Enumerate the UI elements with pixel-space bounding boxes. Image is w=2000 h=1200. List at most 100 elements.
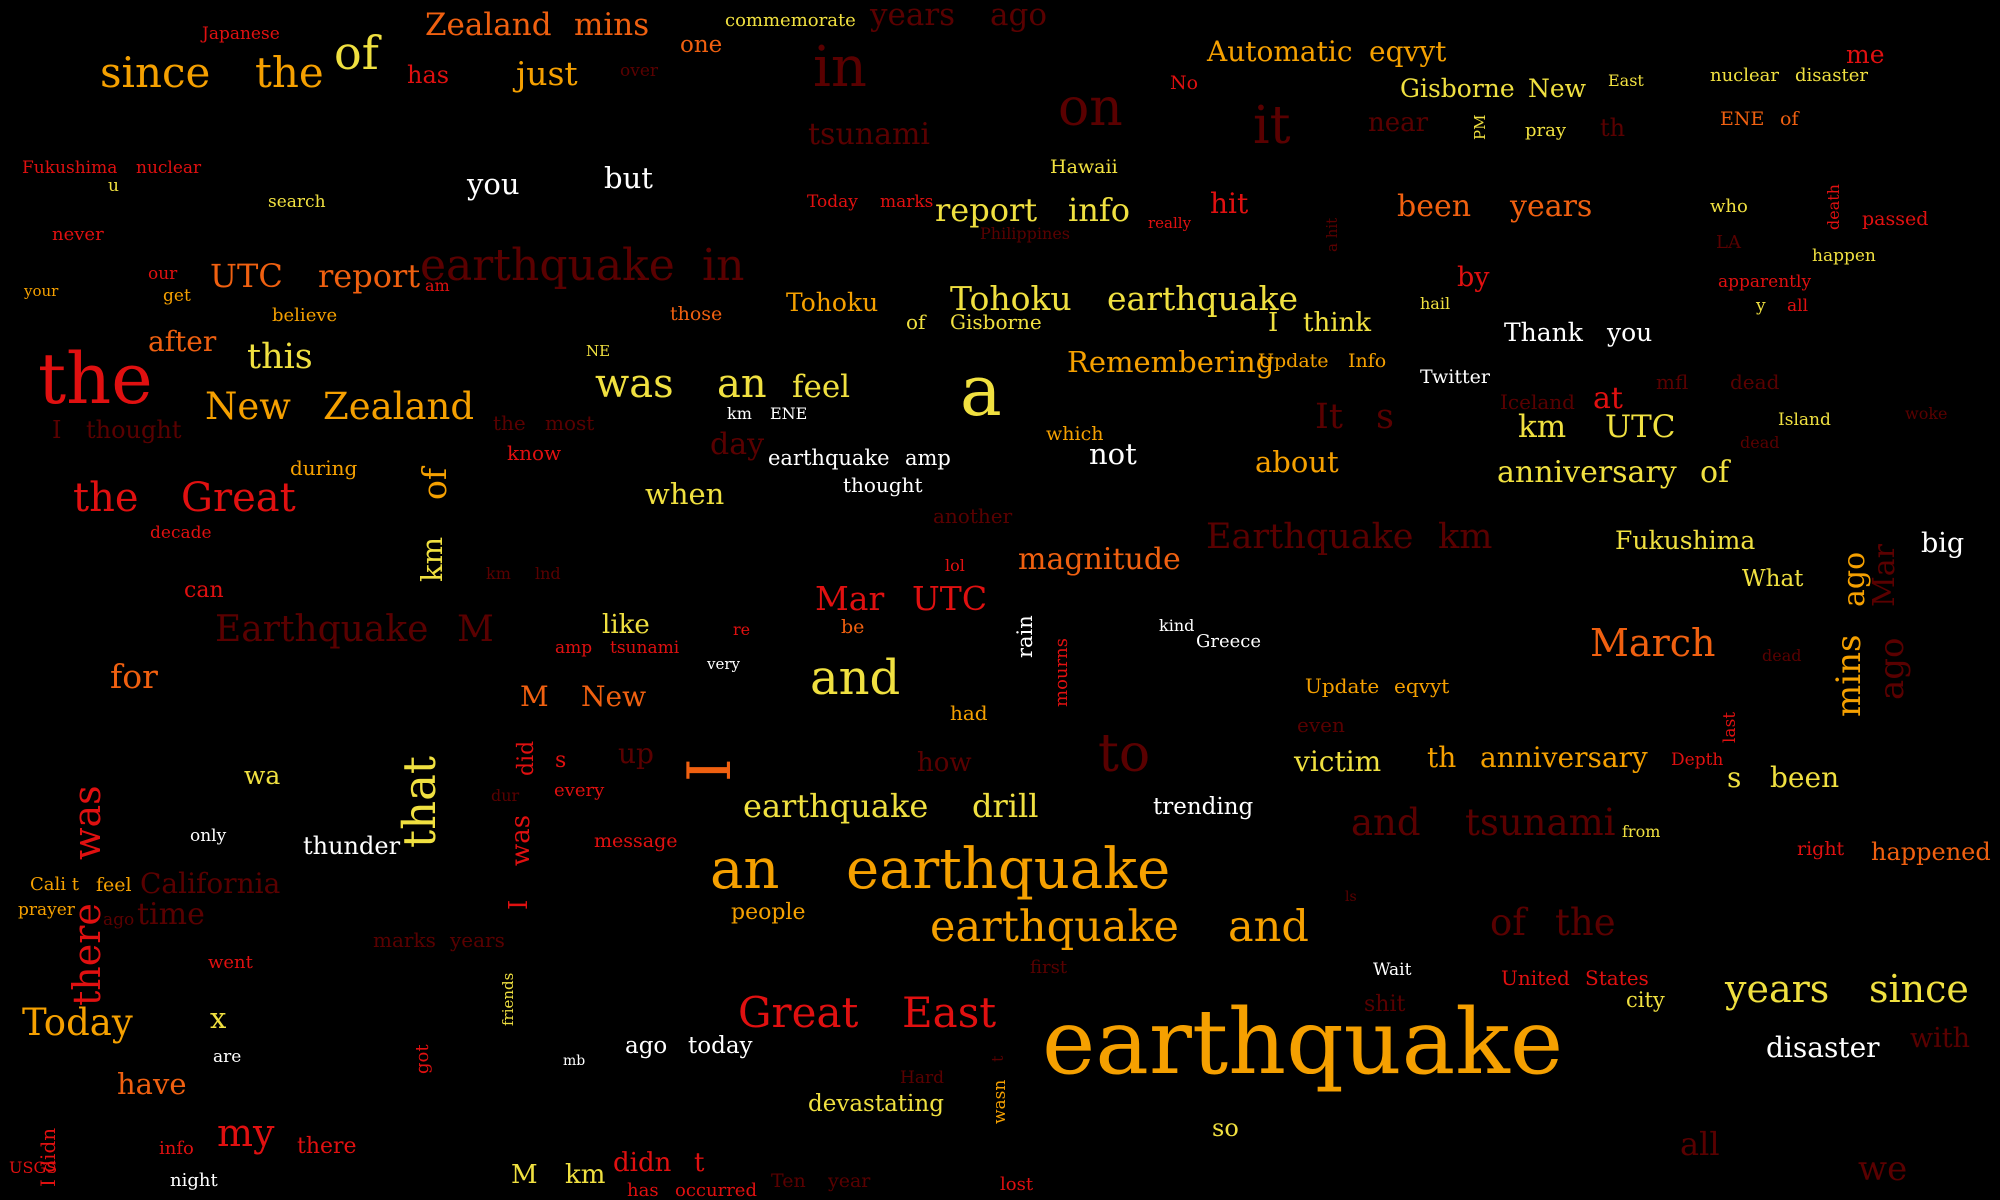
cloud-word: rain	[1013, 615, 1037, 658]
cloud-word: Automatic	[1207, 35, 1353, 68]
cloud-word: mb	[563, 1053, 586, 1069]
cloud-word: nuclear	[136, 158, 202, 178]
cloud-word: Wait	[1373, 960, 1412, 980]
cloud-word: Zealand	[323, 385, 475, 428]
cloud-word: marks	[880, 192, 934, 212]
cloud-word: UTC	[912, 579, 988, 618]
cloud-word: lol	[945, 556, 965, 575]
cloud-word: victim	[1294, 745, 1382, 778]
cloud-word: of	[334, 26, 379, 80]
cloud-word: thought	[843, 473, 923, 497]
cloud-word: ENE	[770, 404, 808, 423]
cloud-word: amp	[905, 446, 951, 470]
cloud-word: didn	[613, 1148, 672, 1178]
cloud-word: anniversary	[1480, 741, 1648, 774]
cloud-word: M	[520, 680, 549, 713]
cloud-word: th	[1600, 114, 1626, 142]
cloud-word: years	[1725, 967, 1830, 1011]
cloud-word: eqvyt	[1369, 35, 1447, 68]
cloud-word: know	[507, 441, 562, 465]
cloud-word: occurred	[675, 1180, 757, 1200]
cloud-word: there	[65, 903, 109, 1006]
cloud-word: ago	[625, 1033, 668, 1059]
cloud-word: been	[1397, 189, 1472, 224]
cloud-word: ago	[990, 0, 1047, 33]
cloud-word: nuclear	[1710, 65, 1780, 86]
cloud-word: only	[190, 826, 227, 846]
cloud-word: East	[1608, 71, 1644, 90]
cloud-word: the	[73, 475, 139, 521]
cloud-word: to	[1098, 724, 1151, 784]
cloud-word: those	[670, 303, 723, 325]
cloud-word: It	[1315, 397, 1343, 437]
cloud-word: at	[1593, 381, 1623, 416]
cloud-word: M	[457, 609, 494, 650]
cloud-word: km	[415, 536, 449, 582]
cloud-word: and	[1351, 801, 1421, 844]
cloud-word: since	[1869, 967, 1969, 1011]
cloud-word: night	[170, 1170, 218, 1191]
cloud-word: get	[163, 286, 191, 306]
cloud-word: mourns	[1051, 638, 1072, 707]
cloud-word: Gisborne	[950, 310, 1042, 334]
cloud-word: drill	[972, 787, 1039, 825]
cloud-word: right	[1797, 838, 1845, 860]
cloud-word: devastating	[808, 1091, 944, 1117]
cloud-word: Fukushima	[1615, 526, 1756, 555]
cloud-word: trending	[1153, 794, 1254, 820]
cloud-word: commemorate	[725, 10, 856, 31]
cloud-word: all	[1787, 296, 1809, 316]
cloud-word: Hard	[900, 1068, 944, 1088]
cloud-word: ago	[1872, 637, 1912, 700]
cloud-word: East	[902, 988, 997, 1037]
cloud-word: since	[100, 48, 211, 97]
cloud-word: Zealand	[425, 7, 552, 43]
cloud-word: you	[1607, 318, 1653, 347]
cloud-word: dead	[1740, 433, 1780, 452]
cloud-word: even	[1297, 713, 1345, 737]
cloud-word: wasn	[990, 1079, 1010, 1124]
cloud-word: day	[710, 427, 765, 462]
cloud-word: today	[688, 1033, 753, 1059]
cloud-word: the	[1555, 901, 1616, 944]
cloud-word: year	[828, 1170, 871, 1192]
cloud-word: hail	[1420, 294, 1451, 313]
cloud-word: th	[1427, 741, 1457, 774]
cloud-word: I	[52, 416, 62, 444]
cloud-word: of	[415, 467, 454, 500]
cloud-word: California	[140, 867, 281, 900]
cloud-word: Twitter	[1420, 366, 1490, 388]
cloud-word: March	[1590, 621, 1716, 665]
cloud-word: Earthquake	[1206, 517, 1414, 557]
cloud-word: have	[117, 1067, 187, 1101]
cloud-word: ls	[1345, 889, 1357, 905]
cloud-word: Cali t	[30, 874, 79, 895]
cloud-word: Earthquake	[215, 609, 429, 650]
cloud-word: when	[645, 477, 725, 511]
cloud-word: amp	[555, 638, 593, 658]
cloud-word: ago	[103, 910, 135, 930]
cloud-word: one	[680, 32, 723, 58]
cloud-word: km	[565, 1160, 606, 1190]
cloud-word: been	[1770, 761, 1840, 794]
cloud-word: UTC	[210, 257, 283, 295]
cloud-word: very	[707, 655, 740, 673]
cloud-word: how	[917, 748, 972, 778]
cloud-word: report	[318, 257, 421, 295]
cloud-word: who	[1710, 196, 1748, 217]
cloud-word: No	[1170, 72, 1199, 94]
cloud-word: big	[1921, 528, 1965, 559]
cloud-word: has	[627, 1180, 659, 1200]
cloud-word: earthquake	[846, 837, 1171, 902]
cloud-word: years	[450, 928, 505, 952]
cloud-word: USGS	[9, 1158, 58, 1177]
cloud-word: x	[210, 1001, 227, 1035]
cloud-word: What	[1742, 566, 1804, 592]
cloud-word: thunder	[303, 832, 401, 860]
cloud-word: thought	[86, 416, 182, 444]
cloud-word: of	[1700, 455, 1730, 490]
cloud-word: report	[935, 191, 1038, 229]
cloud-word: friends	[499, 972, 517, 1026]
cloud-word: got	[412, 1044, 433, 1074]
